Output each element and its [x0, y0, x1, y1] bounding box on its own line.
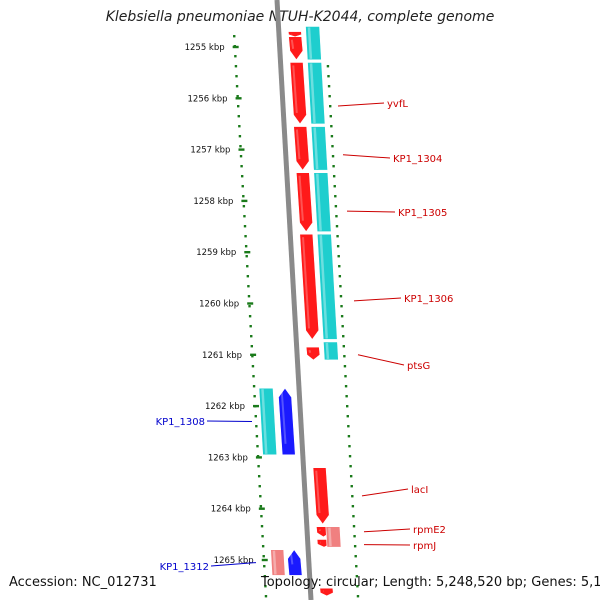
forward-cds-arrow	[325, 526, 342, 548]
backbone-line	[274, 0, 314, 600]
ruler-tick-label: 1256 kbp	[188, 94, 228, 104]
forward-cds-arrow	[323, 341, 339, 361]
forward-gene-arrow	[293, 126, 310, 171]
ruler-tick	[258, 507, 265, 510]
ruler-tick-label: 1255 kbp	[185, 43, 225, 53]
ruler-tick	[255, 456, 262, 459]
ruler-tick-label: 1265 kbp	[214, 556, 254, 566]
ruler-tick-label: 1264 kbp	[211, 505, 251, 515]
ruler-tick	[241, 199, 248, 203]
reverse-gene-arrow	[278, 387, 296, 456]
forward-gene-arrow	[289, 62, 307, 125]
forward-cds-arrow	[307, 62, 326, 125]
reverse-gene-arrow	[287, 549, 303, 576]
ruler-tick-label: 1263 kbp	[208, 453, 248, 463]
forward-gene-arrow	[305, 346, 321, 361]
gene-label: KP1_1305	[398, 208, 447, 219]
label-leader-line	[210, 562, 257, 567]
accession-text: Accession: NC_012731	[9, 575, 157, 590]
ruler-tick	[247, 302, 254, 305]
gene-label: rpmE2	[413, 525, 446, 536]
label-leader-line	[342, 154, 391, 159]
forward-cds-arrow	[310, 126, 328, 171]
gene-label: KP1_1308	[156, 417, 205, 428]
forward-gene-arrow	[295, 172, 313, 233]
forward-cds-arrow	[316, 233, 338, 340]
ruler-tick	[253, 404, 260, 408]
reverse-gene-arrow	[270, 549, 286, 576]
ruler-dots-left	[233, 35, 268, 598]
forward-gene-arrow	[312, 467, 330, 525]
label-leader-line	[346, 210, 396, 213]
gene-label: KP1_1312	[160, 562, 209, 573]
gene-label: yvfL	[387, 99, 408, 110]
ruler-tick-label: 1262 kbp	[205, 402, 245, 412]
page-title: Klebsiella pneumoniae NTUH-K2044, comple…	[105, 9, 495, 25]
forward-cds-arrow	[305, 26, 322, 61]
ruler-tick-label: 1257 kbp	[190, 146, 230, 156]
topology-text: Topology: circular; Length: 5,248,520 bp…	[261, 575, 600, 590]
ruler-tick-label: 1259 kbp	[196, 248, 236, 258]
ruler-tick-label: 1258 kbp	[193, 197, 233, 207]
ruler-tick	[232, 45, 239, 49]
label-leader-line	[363, 528, 411, 533]
ruler-tick	[250, 353, 257, 356]
forward-cds-arrow	[313, 172, 332, 232]
forward-gene-arrow	[319, 587, 334, 597]
forward-gene-arrow	[287, 31, 302, 38]
ruler-dots-right	[326, 65, 360, 598]
ruler-tick	[261, 558, 268, 562]
label-leader-line	[357, 354, 405, 366]
gene-label: KP1_1306	[404, 294, 453, 305]
label-leader-line	[337, 102, 385, 107]
reverse-cds-arrow	[258, 387, 278, 456]
gene-label: KP1_1304	[393, 154, 442, 165]
forward-gene-arrow	[288, 36, 304, 61]
ruler-tick	[244, 251, 251, 254]
forward-gene-arrow	[299, 233, 320, 340]
label-leader-line	[361, 488, 409, 497]
ruler-tick-label: 1260 kbp	[199, 300, 239, 310]
gene-label: ptsG	[407, 361, 430, 372]
ruler-tick	[235, 97, 242, 100]
ruler-tick-label: 1261 kbp	[202, 351, 242, 361]
gene-label: rpmJ	[413, 541, 436, 552]
gene-label: lacI	[411, 485, 428, 496]
label-leader-line	[353, 297, 402, 302]
ruler-tick	[238, 148, 245, 151]
